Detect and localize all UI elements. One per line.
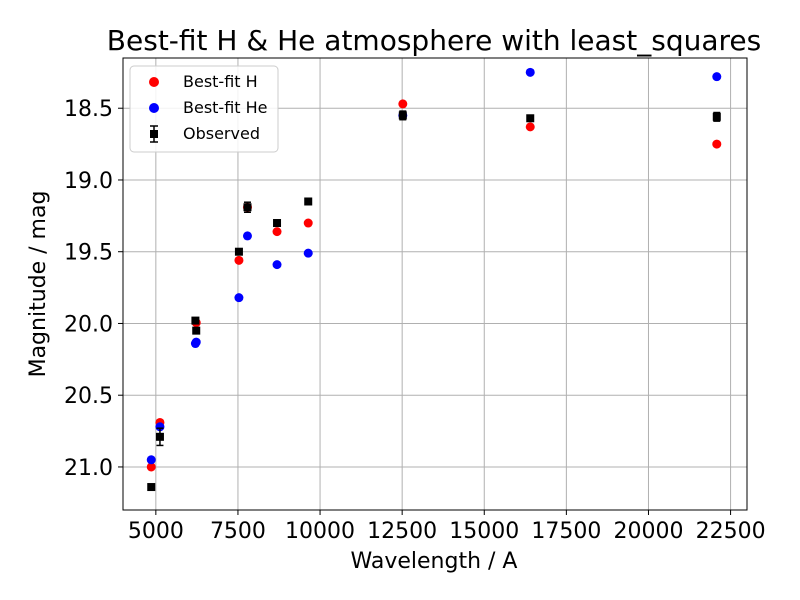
legend-label-he: Best-fit He — [183, 98, 268, 117]
best-fit-h-point — [234, 255, 244, 265]
best-fit-he-point — [712, 72, 722, 82]
y-tick-label: 19.0 — [64, 169, 113, 194]
best-fit-he-point — [242, 231, 252, 241]
y-tick-label: 21.0 — [64, 456, 113, 481]
best-fit-h-point — [146, 462, 156, 472]
observed-point — [191, 316, 200, 325]
legend-marker-he — [149, 103, 159, 113]
y-tick-label: 19.5 — [64, 241, 113, 266]
legend-label-observed: Observed — [183, 124, 260, 143]
legend: Best-fit H Best-fit He Observed — [129, 65, 279, 153]
x-tick-label: 15000 — [449, 519, 519, 544]
legend-box — [129, 65, 279, 153]
y-axis-label: Magnitude / mag — [26, 191, 51, 378]
plot-frame — [122, 57, 748, 511]
best-fit-he-point — [191, 337, 201, 347]
best-fit-h-point — [525, 122, 535, 132]
best-fit-h-point — [303, 218, 313, 228]
chart-title: Best-fit H & He atmosphere with least_sq… — [107, 24, 761, 57]
x-tick-label: 22500 — [696, 519, 766, 544]
observed-point — [398, 111, 407, 120]
best-fit-he-point — [234, 293, 244, 303]
observed-point — [147, 483, 156, 492]
observed-point — [304, 197, 313, 206]
observed-point — [526, 114, 535, 123]
legend-marker-h — [149, 77, 159, 87]
best-fit-he-point — [303, 248, 313, 258]
x-tick-label: 12500 — [367, 519, 437, 544]
y-tick-label: 18.5 — [64, 97, 113, 122]
observed-point — [712, 112, 721, 121]
best-fit-h-point — [712, 139, 722, 149]
y-tick-label: 20.0 — [64, 312, 113, 337]
observed-point — [243, 203, 252, 212]
observed-point — [273, 219, 282, 228]
x-axis-label: Wavelength / A — [351, 549, 518, 574]
best-fit-h-point — [398, 99, 408, 109]
y-tick-label: 20.5 — [64, 384, 113, 409]
observed-point — [192, 326, 201, 335]
data-marks — [146, 67, 722, 492]
best-fit-he-point — [155, 422, 165, 432]
best-fit-h-point — [272, 227, 282, 237]
best-fit-he-point — [146, 455, 156, 465]
x-tick-label: 20000 — [613, 519, 683, 544]
x-tick-label: 10000 — [285, 519, 355, 544]
x-tick-label: 5000 — [128, 519, 184, 544]
axis-ticks: 5000 7500 10000 12500 15000 17500 20000 22500 18… — [64, 97, 766, 544]
best-fit-he-point — [272, 260, 282, 270]
x-tick-label: 17500 — [531, 519, 601, 544]
legend-label-h: Best-fit H — [183, 72, 258, 91]
legend-marker-observed — [150, 130, 158, 138]
observed-point — [234, 247, 243, 256]
best-fit-he-point — [525, 67, 535, 77]
observed-point — [155, 432, 164, 441]
x-tick-label: 7500 — [210, 519, 266, 544]
